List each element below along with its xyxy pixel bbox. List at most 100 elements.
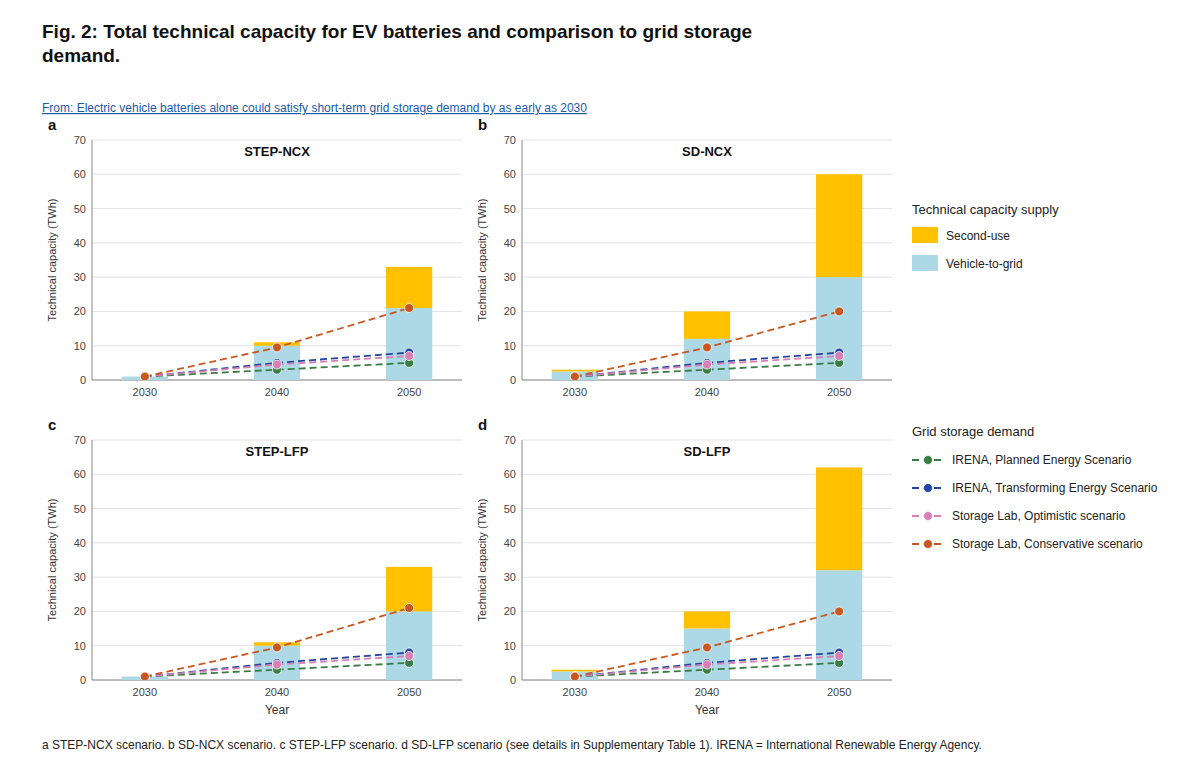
- bar: [684, 311, 730, 338]
- line: [575, 611, 839, 676]
- plot-area: [122, 567, 433, 680]
- x-tick-label: 2030: [563, 386, 587, 398]
- marker: [273, 660, 282, 669]
- legend-swatch: [912, 227, 938, 243]
- y-tick-label: 10: [504, 340, 516, 352]
- marker: [570, 372, 579, 380]
- legend: Technical capacity supplySecond-useVehic…: [912, 202, 1059, 271]
- plot-area: [552, 467, 863, 680]
- x-tick-label: 2050: [397, 686, 421, 698]
- y-tick-label: 70: [504, 134, 516, 146]
- line: [145, 656, 409, 677]
- y-axis-label: Technical capacity (TWh): [476, 499, 488, 622]
- marker: [405, 352, 414, 361]
- y-tick-label: 60: [74, 468, 86, 480]
- y-tick-label: 30: [504, 271, 516, 283]
- panel-title: SD-NCX: [682, 144, 732, 159]
- y-tick-label: 20: [74, 305, 86, 317]
- panel-label: a: [48, 116, 57, 133]
- y-axis-line: [92, 140, 93, 380]
- y-tick-label: 70: [504, 434, 516, 446]
- y-axis-line: [92, 440, 93, 680]
- marker: [140, 372, 149, 380]
- panel-title: STEP-LFP: [246, 444, 309, 459]
- marker: [835, 307, 844, 316]
- legend-label: Storage Lab, Conservative scenario: [952, 537, 1143, 551]
- bar: [684, 611, 730, 628]
- x-tick-label: 2030: [563, 686, 587, 698]
- x-tick-label: 2040: [695, 686, 719, 698]
- footnote: a STEP-NCX scenario. b SD-NCX scenario. …: [42, 738, 1172, 753]
- legend-title: Grid storage demand: [912, 424, 1034, 439]
- marker: [570, 372, 579, 380]
- grid-line: [92, 208, 462, 209]
- marker: [140, 372, 149, 380]
- legend-label: Storage Lab, Optimistic scenario: [952, 509, 1126, 523]
- y-axis-label: Technical capacity (TWh): [46, 199, 58, 322]
- panel-title: STEP-NCX: [244, 144, 310, 159]
- bar: [684, 629, 730, 680]
- marker: [405, 304, 414, 313]
- grid-line: [92, 440, 462, 441]
- panel-label: c: [48, 416, 56, 433]
- marker: [140, 672, 149, 680]
- bar: [552, 670, 598, 672]
- line: [145, 608, 409, 677]
- line: [575, 311, 839, 376]
- grid-line: [92, 174, 462, 175]
- marker: [570, 672, 579, 680]
- line: [575, 656, 839, 677]
- bar: [386, 267, 432, 308]
- line: [145, 353, 409, 377]
- grid-line: [92, 140, 462, 141]
- bar: [816, 174, 862, 277]
- x-axis-label: Year: [265, 703, 289, 717]
- marker: [570, 672, 579, 680]
- line: [145, 308, 409, 377]
- bar: [816, 467, 862, 570]
- y-tick-label: 40: [74, 237, 86, 249]
- grid-line: [92, 542, 462, 543]
- legend-label: IRENA, Planned Energy Scenario: [952, 453, 1132, 467]
- y-tick-label: 50: [504, 503, 516, 515]
- x-tick-label: 2040: [695, 386, 719, 398]
- marker: [273, 343, 282, 352]
- x-tick-label: 2040: [265, 686, 289, 698]
- grid-line: [522, 440, 892, 441]
- legend-label: Vehicle-to-grid: [946, 257, 1023, 271]
- x-tick-label: 2050: [827, 386, 851, 398]
- marker: [273, 643, 282, 652]
- marker: [835, 607, 844, 616]
- marker: [703, 360, 712, 369]
- line: [145, 653, 409, 677]
- marker: [570, 672, 579, 680]
- y-tick-label: 70: [74, 134, 86, 146]
- figure-title: Fig. 2: Total technical capacity for EV …: [42, 21, 752, 66]
- grid-line: [92, 474, 462, 475]
- marker: [570, 672, 579, 680]
- panel-label: d: [478, 416, 487, 433]
- grid-line: [92, 242, 462, 243]
- legend-swatch: [912, 255, 938, 271]
- marker: [140, 372, 149, 380]
- line: [575, 353, 839, 377]
- marker: [140, 372, 149, 380]
- x-tick-label: 2030: [133, 386, 157, 398]
- y-tick-label: 20: [504, 605, 516, 617]
- bar: [386, 611, 432, 680]
- legend-marker: [924, 540, 933, 549]
- y-tick-label: 20: [74, 605, 86, 617]
- line: [145, 356, 409, 377]
- legend-marker: [924, 512, 933, 521]
- y-tick-label: 60: [74, 168, 86, 180]
- marker: [273, 360, 282, 369]
- subtitle: From: Electric vehicle batteries alone c…: [42, 101, 587, 115]
- y-tick-label: 10: [74, 640, 86, 652]
- x-tick-label: 2050: [827, 686, 851, 698]
- y-tick-label: 60: [504, 468, 516, 480]
- y-tick-label: 50: [74, 203, 86, 215]
- marker: [405, 652, 414, 661]
- y-axis-line: [522, 440, 523, 680]
- y-tick-label: 0: [510, 374, 516, 386]
- marker: [570, 372, 579, 380]
